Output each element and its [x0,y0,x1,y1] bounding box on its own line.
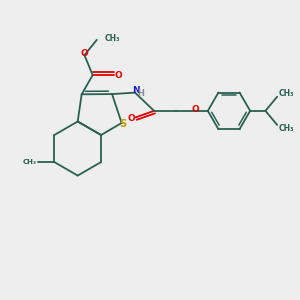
Text: H: H [137,89,144,98]
Text: O: O [81,49,88,58]
Text: O: O [192,105,200,114]
Text: N: N [132,86,140,95]
Text: CH₃: CH₃ [279,124,294,133]
Text: CH₃: CH₃ [23,159,37,165]
Text: CH₃: CH₃ [105,34,121,43]
Text: O: O [128,114,136,123]
Text: S: S [119,118,126,128]
Text: O: O [114,70,122,80]
Text: CH₃: CH₃ [279,89,294,98]
